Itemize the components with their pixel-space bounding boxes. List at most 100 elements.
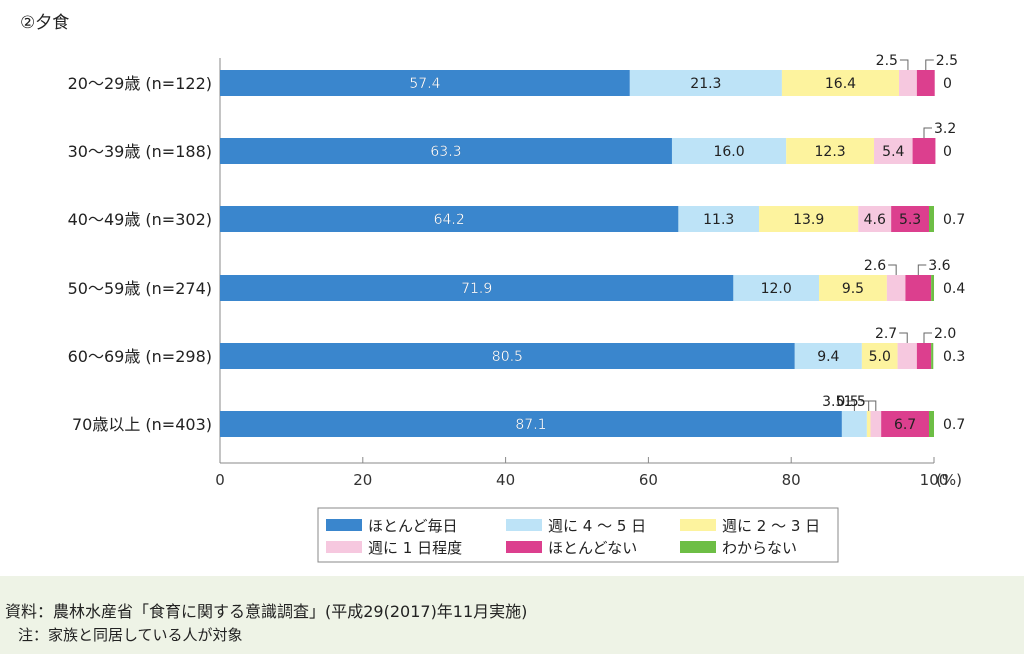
callout-line: [923, 127, 933, 138]
value-label: 5.0: [869, 349, 891, 365]
bar-segment-4: [912, 138, 936, 164]
bar-segment-5: [929, 411, 934, 437]
x-tick-label: 100: [920, 471, 949, 489]
bar-segment-1: [733, 275, 820, 301]
bar-segment-0: [220, 343, 795, 369]
bar-segment-5: [929, 206, 934, 232]
bar-segment-4: [916, 70, 935, 96]
legend-label-2: 週に 2 ～ 3 日: [722, 517, 820, 535]
callout-line: [867, 400, 877, 411]
bar-segment-1: [629, 70, 782, 96]
callout-line: [925, 59, 934, 70]
bar-segment-3: [897, 343, 917, 369]
value-label: 9.5: [842, 281, 864, 297]
value-label: 71.9: [461, 281, 492, 297]
value-label: 11.3: [703, 212, 734, 228]
category-label: 50～59歳 (n=274): [68, 279, 212, 298]
x-tick-label: 60: [639, 471, 658, 489]
legend-swatch-2: [680, 519, 716, 531]
value-label: 6.7: [894, 417, 916, 433]
bar-segment-4: [916, 343, 932, 369]
callout-line: [899, 332, 908, 343]
bar-segment-3: [858, 206, 892, 232]
bar-segment-0: [220, 275, 734, 301]
value-label: 0.5: [836, 394, 858, 410]
value-label: 2.5: [936, 53, 958, 69]
x-tick-label: 80: [782, 471, 801, 489]
value-label: 64.2: [434, 212, 465, 228]
value-label: 5.3: [899, 212, 921, 228]
category-label: 70歳以上 (n=403): [72, 415, 212, 434]
value-label: 63.3: [430, 144, 461, 160]
legend-swatch-0: [326, 519, 362, 531]
value-label: 16.4: [825, 76, 856, 92]
value-label: 5.4: [882, 144, 904, 160]
bar-segment-1: [671, 138, 787, 164]
bar-segment-4: [905, 275, 932, 301]
value-label: 0.3: [943, 349, 965, 365]
bar-segment-2: [861, 343, 898, 369]
value-label: 0.7: [943, 212, 965, 228]
callout-line: [899, 59, 909, 70]
value-label: 2.6: [864, 258, 886, 274]
value-label: 12.0: [761, 281, 792, 297]
callout-line: [846, 400, 855, 411]
category-label: 30～39歳 (n=188): [68, 142, 212, 161]
value-label: 57.4: [409, 76, 440, 92]
bar-segment-3: [886, 275, 906, 301]
x-unit-label: (%): [936, 471, 962, 489]
bar-segment-2: [781, 70, 900, 96]
category-label: 60～69歳 (n=298): [68, 347, 212, 366]
legend-swatch-5: [680, 541, 716, 553]
bar-segment-4: [881, 411, 930, 437]
value-label: 87.1: [515, 417, 546, 433]
bar-segment-2: [819, 275, 887, 301]
bar-segment-0: [220, 206, 679, 232]
value-label: 21.3: [690, 76, 721, 92]
bar-segment-5: [931, 275, 934, 301]
x-tick-label: 40: [496, 471, 515, 489]
category-label: 40～49歳 (n=302): [68, 210, 212, 229]
value-label: 2.0: [934, 326, 956, 342]
value-label: 0.7: [943, 417, 965, 433]
value-label: 2.7: [875, 326, 897, 342]
legend-swatch-3: [326, 541, 362, 553]
value-label: 12.3: [815, 144, 846, 160]
bar-segment-1: [794, 343, 862, 369]
category-label: 20～29歳 (n=122): [68, 74, 212, 93]
value-label: 2.5: [876, 53, 898, 69]
legend-label-1: 週に 4 ～ 5 日: [548, 517, 646, 535]
chart: ②夕食 0 20 40 60 80 100(%) 20～29歳 (n=122) 30～39歳 (…: [20, 13, 965, 563]
bar-segment-3: [899, 70, 917, 96]
value-label: 0.4: [943, 281, 965, 297]
value-label: 3.5: [822, 394, 844, 410]
legend-label-5: わからない: [722, 539, 797, 557]
source-note: 資料：農林水産省「食育に関する意識調査」(平成29(2017)年11月実施): [5, 602, 528, 621]
bar-segment-1: [678, 206, 760, 232]
legend-box: [317, 507, 839, 563]
footer: 資料：農林水産省「食育に関する意識調査」(平成29(2017)年11月実施) 注…: [0, 576, 1024, 654]
bar-segment-0: [220, 138, 672, 164]
legend-label-0: ほとんど毎日: [368, 517, 458, 535]
callout-line: [888, 264, 897, 275]
bar-segment-4: [891, 206, 930, 232]
value-label: 16.0: [713, 144, 744, 160]
bar-segment-0: [220, 411, 842, 437]
bar-segment-3: [870, 411, 882, 437]
value-label: 13.9: [793, 212, 824, 228]
legend-swatch-1: [506, 519, 542, 531]
value-label: 3.2: [934, 121, 956, 137]
x-tick-label: 0: [215, 471, 225, 489]
chart-title: ②夕食: [20, 13, 69, 33]
bar-segment-2: [866, 411, 871, 437]
callout-line: [917, 264, 927, 275]
bar-segment-0: [220, 70, 630, 96]
bar-segment-2: [786, 138, 875, 164]
value-label: 0: [943, 76, 952, 92]
legend-label-3: 週に 1 日程度: [368, 539, 462, 557]
bar-segment-5: [931, 343, 934, 369]
legend-label-4: ほとんどない: [548, 539, 637, 557]
value-label: 80.5: [492, 349, 523, 365]
legend-swatch-4: [506, 541, 542, 553]
value-label: 1.5: [844, 394, 866, 410]
